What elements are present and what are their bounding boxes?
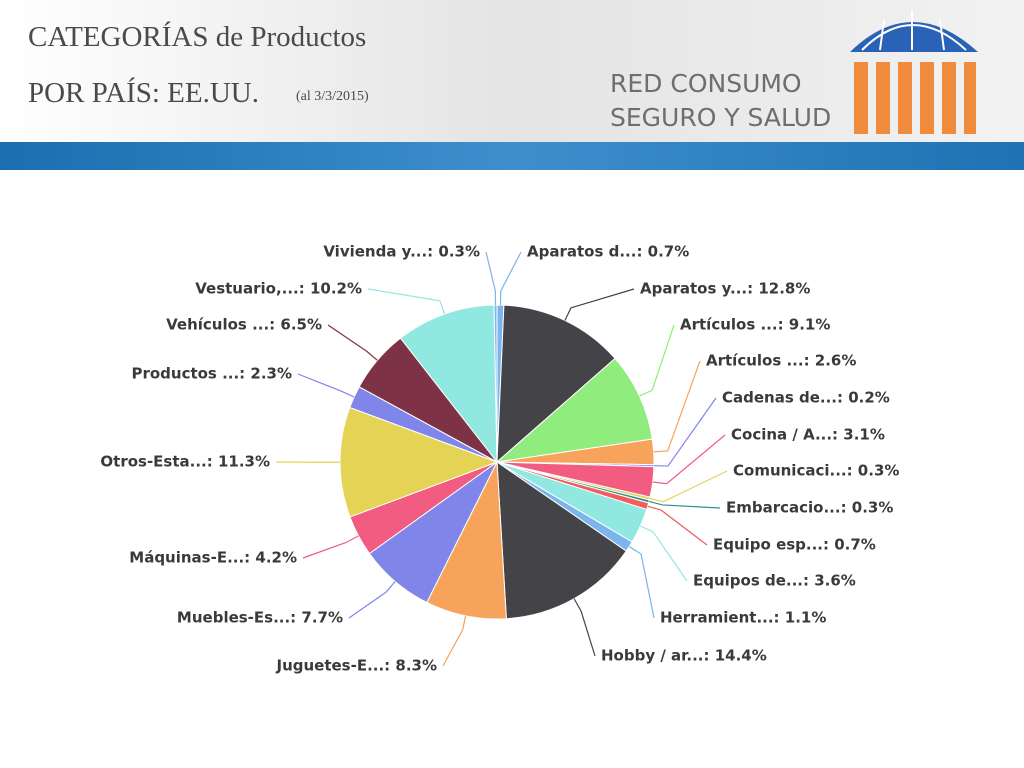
connector [573, 598, 596, 657]
connector [640, 525, 688, 582]
data-label: Comunicaci...: 0.3% [733, 462, 899, 480]
title: CATEGORÍAS de Productos [28, 20, 366, 53]
header-bg [0, 0, 1024, 142]
connector [327, 324, 378, 361]
date: (al 3/3/2015) [296, 89, 369, 104]
pie-slice [495, 357, 653, 463]
connector [564, 288, 635, 321]
pie-slice [399, 304, 498, 464]
data-label: Equipos de...: 3.6% [693, 572, 856, 590]
data-label: Cocina / A...: 3.1% [731, 426, 885, 444]
data-label: Embarcacio...: 0.3% [726, 499, 893, 517]
data-label: Vestuario,...: 10.2% [195, 280, 362, 298]
connector [302, 535, 359, 559]
data-label: Herramient...: 1.1% [660, 609, 826, 627]
connector [647, 505, 708, 546]
connector [653, 360, 701, 453]
connector [639, 324, 675, 397]
subtitle: POR PAÍS: EE.UU. [28, 76, 259, 109]
connector [348, 581, 396, 619]
logo-text: RED CONSUMO [610, 69, 802, 98]
data-label: Muebles-Es...: 7.7% [177, 609, 343, 627]
connector [652, 434, 726, 485]
header-stripe [0, 142, 1024, 170]
pie-slice [339, 406, 499, 518]
data-label: Productos ...: 2.3% [131, 365, 292, 383]
data-label: Aparatos y...: 12.8% [640, 280, 810, 298]
connector [649, 470, 728, 503]
data-label: Vivienda y...: 0.3% [323, 243, 480, 261]
connector [653, 397, 717, 467]
connector [442, 615, 467, 667]
data-label: Equipo esp...: 0.7% [713, 536, 876, 554]
data-label: Artículos ...: 9.1% [680, 316, 830, 334]
connector [297, 373, 355, 398]
connector [485, 251, 497, 306]
logo-text: SEGURO Y SALUD [610, 103, 831, 132]
connector [628, 546, 655, 619]
connector [648, 500, 721, 509]
pie-chart: Aparatos d...: 0.7% Aparatos y...: 12.8% A… [100, 243, 899, 675]
data-label: Artículos ...: 2.6% [706, 352, 856, 370]
data-label: Máquinas-E...: 4.2% [129, 549, 297, 567]
connector [367, 288, 446, 315]
connector [499, 251, 522, 306]
data-label: Juguetes-E...: 8.3% [275, 657, 437, 675]
data-label: Aparatos d...: 0.7% [527, 243, 689, 261]
logo-icon [850, 10, 978, 134]
pie-slice [496, 304, 616, 464]
pie-slice [496, 461, 627, 620]
data-label: Cadenas de...: 0.2% [722, 389, 890, 407]
data-label: Otros-Esta...: 11.3% [100, 453, 270, 471]
data-label: Vehículos ...: 6.5% [166, 316, 322, 334]
data-label: Hobby / ar...: 14.4% [601, 647, 767, 665]
